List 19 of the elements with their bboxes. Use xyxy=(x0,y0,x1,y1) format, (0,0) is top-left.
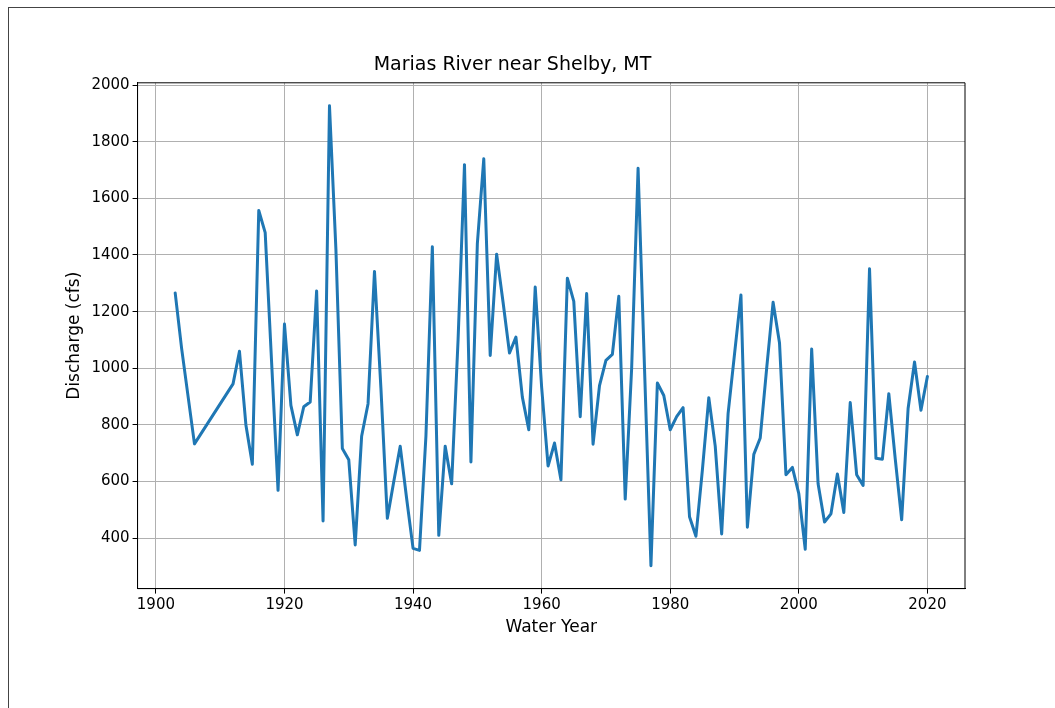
x-tick-label: 1960 xyxy=(522,595,561,614)
y-tick-label: 1200 xyxy=(91,301,130,320)
x-tick-label: 1900 xyxy=(136,595,175,614)
y-tick-label: 1600 xyxy=(91,188,130,207)
x-tick-label: 2000 xyxy=(779,595,818,614)
y-tick-label: 1800 xyxy=(91,131,130,150)
y-tick-label: 400 xyxy=(100,528,130,547)
y-axis-title: Discharge (cfs) xyxy=(62,271,83,400)
x-axis-title: Water Year xyxy=(505,616,598,637)
y-tick-label: 2000 xyxy=(91,74,130,93)
y-tick-label: 1400 xyxy=(91,244,130,263)
chart-title: Marias River near Shelby, MT xyxy=(373,52,652,75)
y-tick-label: 600 xyxy=(100,471,130,490)
x-tick-label: 2020 xyxy=(908,595,947,614)
x-tick-label: 1940 xyxy=(393,595,433,614)
y-tick-label: 800 xyxy=(100,414,130,433)
x-tick-label: 1920 xyxy=(265,595,304,614)
x-tick-label: 1980 xyxy=(651,595,690,614)
y-tick-label: 1000 xyxy=(91,358,130,377)
